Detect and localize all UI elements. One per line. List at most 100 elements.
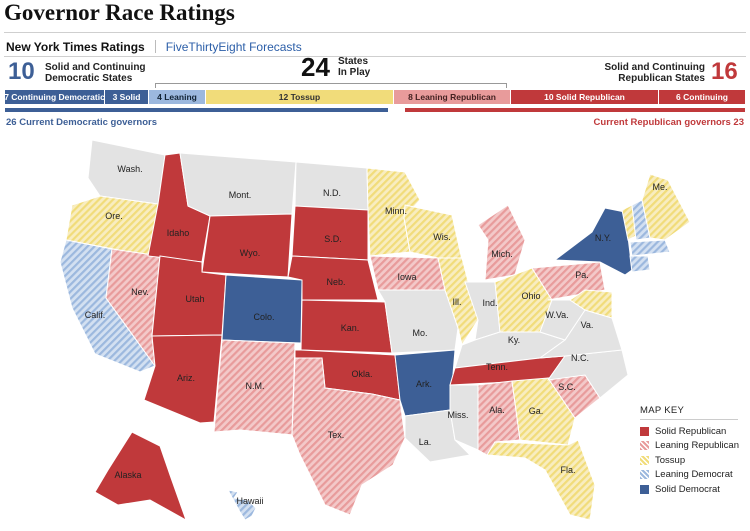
- state-label-nm: N.M.: [246, 381, 265, 391]
- legend-label: Tossup: [655, 454, 686, 466]
- legend-swatch: [640, 455, 649, 465]
- tab-separator: [154, 40, 156, 53]
- state-label-wy: Wyo.: [240, 248, 260, 258]
- state-me[interactable]: [641, 173, 691, 241]
- bar-leaning-republican[interactable]: 8 Leaning Republican: [394, 90, 511, 104]
- state-label-la: La.: [419, 437, 432, 447]
- state-ct[interactable]: [629, 255, 651, 273]
- dem-governors-label: 26 Current Democratic governors: [6, 117, 157, 128]
- legend-label: Solid Republican: [655, 425, 727, 437]
- state-label-va: Va.: [581, 320, 594, 330]
- legend-label: Leaning Republican: [655, 440, 739, 452]
- state-label-sc: S.C.: [558, 382, 576, 392]
- state-nd[interactable]: [294, 161, 369, 211]
- ratings-bar: 7 Continuing Democratic 3 Solid 4 Leanin…: [5, 90, 745, 104]
- title-divider: [4, 32, 746, 33]
- state-ak[interactable]: [94, 431, 187, 522]
- state-label-ne: Neb.: [326, 277, 345, 287]
- legend-item-solid-dem: Solid Democrat: [640, 482, 739, 497]
- rep-caption-line1: Solid and Continuing: [604, 62, 705, 73]
- state-label-al: Ala.: [489, 405, 505, 415]
- page-title: Governor Race Ratings: [4, 0, 235, 25]
- rep-caption-line2: Republican States: [618, 73, 705, 84]
- state-label-ar: Ark.: [416, 379, 432, 389]
- state-label-nv: Nev.: [131, 287, 149, 297]
- bar-solid-democratic[interactable]: 3 Solid: [105, 90, 149, 104]
- state-label-tn: Tenn.: [486, 362, 508, 372]
- legend-item-leaning-dem: Leaning Democrat: [640, 468, 739, 483]
- state-tx[interactable]: [239, 357, 406, 516]
- rep-count: 16: [711, 58, 738, 85]
- state-label-ak: Alaska: [114, 470, 141, 480]
- state-label-az: Ariz.: [177, 373, 195, 383]
- legend-label: Leaning Democrat: [655, 469, 733, 481]
- state-label-ms: Miss.: [448, 410, 469, 420]
- rep-governors-label: Current Republican governors 23: [593, 117, 744, 128]
- state-label-il: Ill.: [453, 297, 462, 307]
- legend-swatch: [640, 426, 649, 436]
- bar-continuing-democratic[interactable]: 7 Continuing Democratic: [5, 90, 105, 104]
- state-label-hi: Hawaii: [236, 496, 263, 506]
- state-label-ok: Okla.: [351, 369, 372, 379]
- state-label-mo: Mo.: [412, 328, 427, 338]
- state-label-or: Ore.: [105, 211, 123, 221]
- state-fl[interactable]: [486, 439, 596, 521]
- state-md[interactable]: [569, 289, 613, 319]
- rating-source-tabs: New York Times Ratings FiveThirtyEight Fo…: [6, 40, 302, 54]
- state-label-mn: Minn.: [385, 206, 407, 216]
- state-label-me: Me.: [652, 182, 667, 192]
- state-label-wa: Wash.: [117, 164, 142, 174]
- legend-item-tossup: Tossup: [640, 453, 739, 468]
- state-label-co: Colo.: [253, 312, 274, 322]
- state-label-wi: Wis.: [433, 232, 451, 242]
- state-wy[interactable]: [201, 213, 293, 278]
- in-play-caption: States In Play: [338, 56, 370, 78]
- dem-caption: Solid and Continuing Democratic States: [45, 62, 146, 84]
- state-label-ut: Utah: [185, 294, 204, 304]
- legend-swatch: [640, 470, 649, 480]
- state-label-ny: N.Y.: [595, 233, 611, 243]
- state-sd[interactable]: [291, 205, 369, 261]
- state-label-nc: N.C.: [571, 353, 589, 363]
- tab-nyt-ratings[interactable]: New York Times Ratings: [6, 40, 145, 54]
- state-label-fl: Fla.: [560, 465, 575, 475]
- bar-continuing-republican[interactable]: 6 Continuing: [659, 90, 745, 104]
- state-label-oh: Ohio: [521, 291, 540, 301]
- dem-governors-bar: [5, 108, 388, 112]
- state-co[interactable]: [221, 274, 303, 344]
- state-label-pa: Pa.: [575, 270, 589, 280]
- legend-swatch: [640, 441, 649, 451]
- dem-caption-line1: Solid and Continuing: [45, 62, 146, 73]
- state-ny[interactable]: [553, 207, 633, 276]
- state-label-mi: Mich.: [491, 249, 513, 259]
- bar-solid-republican[interactable]: 10 Solid Republican: [511, 90, 659, 104]
- map-key: MAP KEY Solid Republican Leaning Republic…: [640, 405, 739, 497]
- state-ms[interactable]: [449, 384, 479, 451]
- state-label-ia: Iowa: [397, 272, 416, 282]
- state-label-in: Ind.: [482, 298, 497, 308]
- in-play-caption-line1: States: [338, 56, 369, 67]
- tab-fivethirtyeight[interactable]: FiveThirtyEight Forecasts: [165, 40, 302, 54]
- bar-leaning-democratic[interactable]: 4 Leaning: [149, 90, 206, 104]
- legend-label: Solid Democrat: [655, 483, 720, 495]
- dem-count: 10: [8, 58, 35, 85]
- legend-swatch: [640, 484, 649, 494]
- state-hi[interactable]: [227, 489, 257, 521]
- in-play-bracket: [155, 83, 507, 88]
- state-mt[interactable]: [179, 152, 297, 217]
- tabs-divider: [4, 56, 746, 57]
- state-label-ky: Ky.: [508, 335, 520, 345]
- dem-caption-line2: Democratic States: [45, 73, 133, 84]
- legend-item-solid-rep: Solid Republican: [640, 424, 739, 439]
- state-label-id: Idaho: [167, 228, 190, 238]
- bar-tossup[interactable]: 12 Tossup: [206, 90, 394, 104]
- state-label-ks: Kan.: [341, 323, 360, 333]
- state-mi[interactable]: [477, 204, 526, 281]
- state-label-ca: Calif.: [85, 310, 106, 320]
- state-ma[interactable]: [629, 239, 671, 257]
- legend-item-leaning-rep: Leaning Republican: [640, 439, 739, 454]
- state-label-nd: N.D.: [323, 188, 341, 198]
- in-play-count: 24: [301, 52, 330, 82]
- rep-governors-bar: [405, 108, 745, 112]
